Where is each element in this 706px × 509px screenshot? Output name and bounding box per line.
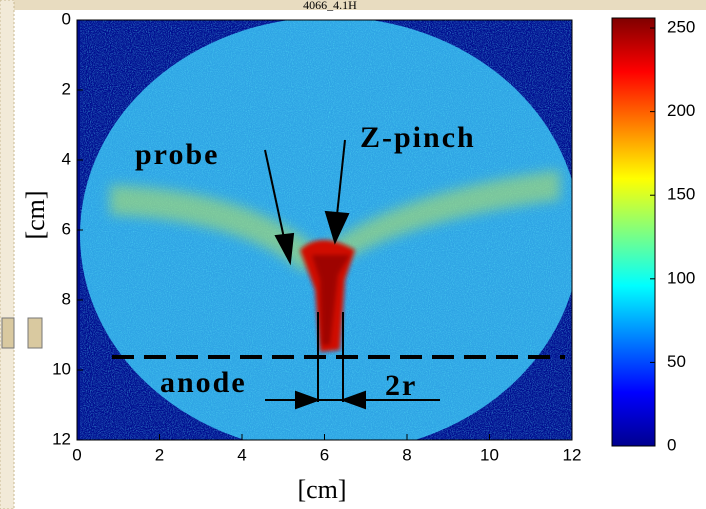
y-tick-label: 0 — [62, 9, 71, 28]
x-tick-label: 10 — [480, 445, 499, 464]
annotation: 2r — [385, 369, 417, 402]
y-tick-label: 2 — [62, 79, 71, 98]
colorbar-tick-label: 200 — [667, 101, 695, 120]
image — [77, 20, 572, 440]
colorbar — [611, 17, 656, 447]
toolbar-icon — [1, 317, 15, 349]
y-tick-label: 10 — [52, 359, 71, 378]
annotation: Z-pinch — [360, 121, 476, 154]
y-axis-label: [cm] — [21, 190, 50, 239]
colorbar-tick-label: 150 — [667, 185, 695, 204]
x-tick-label: 4 — [237, 445, 246, 464]
x-tick-label: 2 — [155, 445, 164, 464]
y-tick-label: 4 — [62, 149, 71, 168]
colorbar-tick-label: 100 — [667, 268, 695, 287]
annotation: probe — [135, 138, 219, 171]
colorbar-tick-label: 250 — [667, 18, 695, 37]
colorbar-tick-label: 0 — [667, 435, 676, 454]
y-tick-label: 8 — [62, 289, 71, 308]
colorbar-tick-label: 50 — [667, 352, 686, 371]
x-tick-label: 6 — [320, 445, 329, 464]
toolbar-icon — [27, 317, 43, 349]
x-axis-label: [cm] — [297, 475, 346, 504]
x-tick-label: 8 — [402, 445, 411, 464]
x-tick-label: 12 — [563, 445, 582, 464]
y-tick-label: 6 — [62, 219, 71, 238]
arrows — [264, 139, 440, 410]
window-top-bar — [0, 0, 706, 10]
x-tick-label: 0 — [72, 445, 81, 464]
annotation: anode — [160, 366, 247, 399]
chart-title: 4066_4.1H — [303, 0, 357, 12]
window-left-bar — [0, 0, 15, 509]
y-tick-label: 12 — [52, 429, 71, 448]
